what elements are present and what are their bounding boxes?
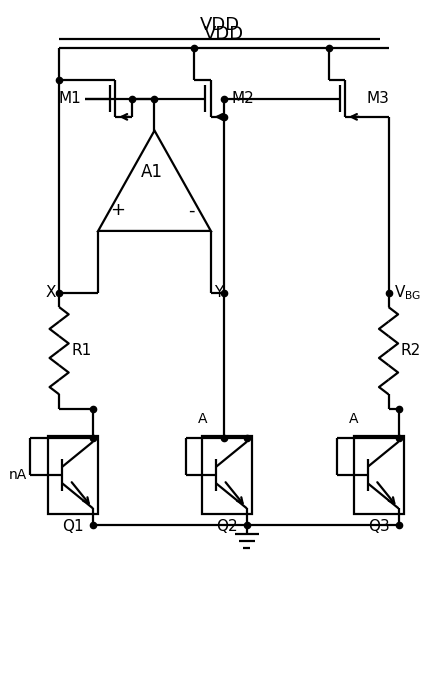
- Text: M2: M2: [231, 91, 254, 106]
- Text: VDD: VDD: [203, 25, 244, 43]
- Text: A: A: [197, 412, 206, 426]
- Text: Q2: Q2: [216, 520, 237, 534]
- Bar: [48, 436, 98, 514]
- Text: A: A: [348, 412, 358, 426]
- Text: Q3: Q3: [367, 520, 389, 534]
- Text: Q1: Q1: [62, 520, 84, 534]
- Bar: [202, 436, 251, 514]
- Text: R1: R1: [71, 343, 91, 358]
- Text: A1: A1: [141, 163, 163, 181]
- Text: Y: Y: [214, 285, 223, 300]
- Text: -: -: [187, 201, 194, 219]
- Text: nA: nA: [8, 468, 27, 482]
- Text: R2: R2: [400, 343, 420, 358]
- Text: +: +: [110, 201, 125, 219]
- Text: V$_{\mathregular{BG}}$: V$_{\mathregular{BG}}$: [393, 283, 420, 302]
- Text: VDD: VDD: [199, 16, 239, 34]
- Text: M3: M3: [365, 91, 388, 106]
- Text: M1: M1: [59, 91, 81, 106]
- Text: X: X: [45, 285, 56, 300]
- Bar: [353, 436, 403, 514]
